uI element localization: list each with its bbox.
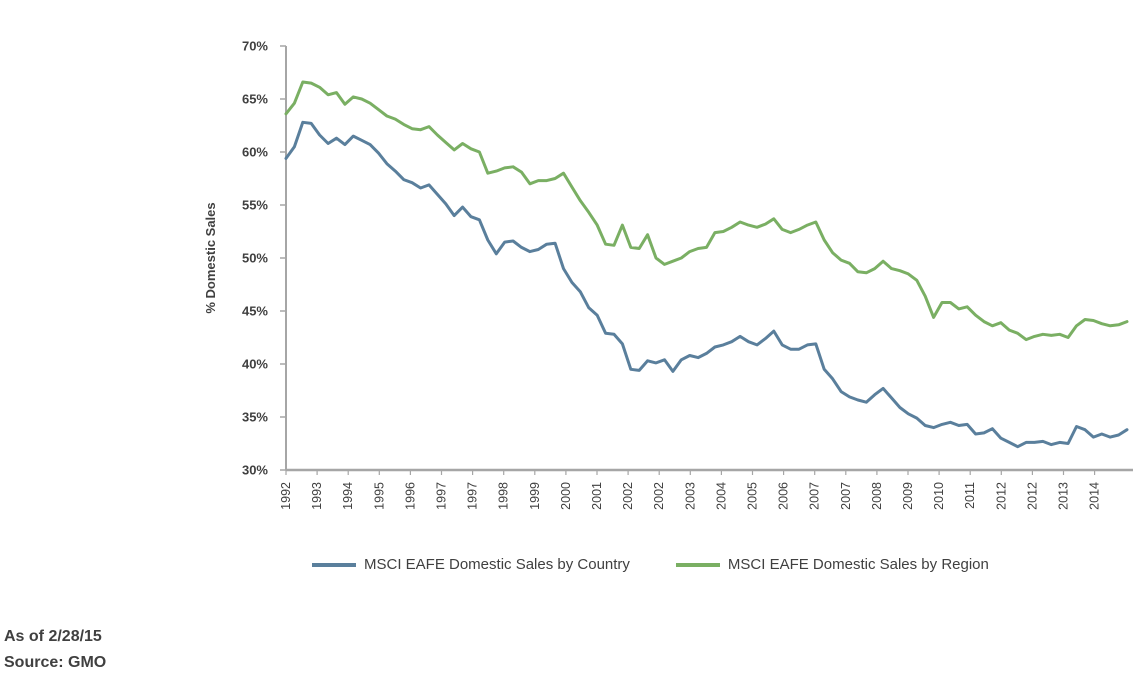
x-tick-label: 2004	[714, 482, 728, 510]
x-tick-label: 2006	[777, 482, 791, 510]
x-tick-label: 2012	[1025, 482, 1039, 510]
x-tick-label: 2008	[870, 482, 884, 510]
x-tick-label: 2005	[746, 482, 760, 510]
series-line-country	[284, 120, 1129, 449]
y-tick-label: 60%	[242, 145, 268, 160]
x-tick-label: 2001	[590, 482, 604, 510]
x-tick-label: 2014	[1088, 482, 1102, 510]
legend: MSCI EAFE Domestic Sales by Country MSCI…	[312, 556, 989, 573]
legend-label-region: MSCI EAFE Domestic Sales by Region	[727, 556, 989, 573]
x-tick-label: 1997	[466, 482, 480, 510]
y-axis: 30% 35% 40% 45% 50% 55% 60% 65% 70%	[242, 39, 287, 478]
y-axis-title: % Domestic Sales	[203, 202, 218, 313]
x-tick-label: 2007	[808, 482, 822, 510]
y-tick-label: 65%	[242, 92, 268, 107]
x-tick-label: 2002	[652, 482, 666, 510]
series-layer	[284, 80, 1129, 449]
x-tick-label: 2011	[963, 482, 977, 509]
legend-label-country: MSCI EAFE Domestic Sales by Country	[364, 556, 630, 573]
y-tick-label: 55%	[242, 198, 268, 213]
x-tick-label: 2003	[683, 482, 697, 510]
x-tick-label: 1992	[279, 482, 293, 510]
x-tick-label: 2013	[1057, 482, 1071, 510]
legend-swatch-country	[312, 562, 356, 567]
x-tick-label: 2010	[932, 482, 946, 510]
x-tick-label: 2012	[994, 482, 1008, 510]
x-tick-label: 2000	[559, 482, 573, 510]
x-tick-label: 1993	[310, 482, 324, 510]
x-tick-label: 1996	[403, 482, 417, 510]
y-tick-label: 40%	[242, 357, 268, 372]
x-tick-label: 2009	[901, 482, 915, 510]
x-tick-label: 1994	[341, 482, 355, 510]
y-tick-label: 30%	[242, 463, 268, 478]
x-axis: 1992 1993 1994 1995 1996 1997 1997 1998 1999 2000…	[279, 468, 1133, 510]
y-tick-label: 70%	[242, 39, 268, 54]
y-tick-label: 45%	[242, 304, 268, 319]
legend-item-country: MSCI EAFE Domestic Sales by Country	[312, 556, 630, 573]
x-tick-label: 2002	[621, 482, 635, 510]
y-tick-label: 35%	[242, 410, 268, 425]
source-note: Source: GMO	[4, 654, 107, 671]
x-tick-label: 1995	[372, 482, 386, 510]
x-tick-label: 1997	[435, 482, 449, 510]
x-tick-label: 1999	[528, 482, 542, 510]
legend-item-region: MSCI EAFE Domestic Sales by Region	[675, 556, 989, 573]
x-tick-label: 2007	[839, 482, 853, 510]
y-tick-label: 50%	[242, 251, 268, 266]
legend-swatch-region	[675, 562, 720, 567]
x-tick-label: 1998	[497, 482, 511, 510]
series-line-region	[284, 80, 1129, 342]
footer: As of 2/28/15 Source: GMO	[4, 624, 106, 676]
as-of-date: As of 2/28/15	[4, 628, 102, 645]
